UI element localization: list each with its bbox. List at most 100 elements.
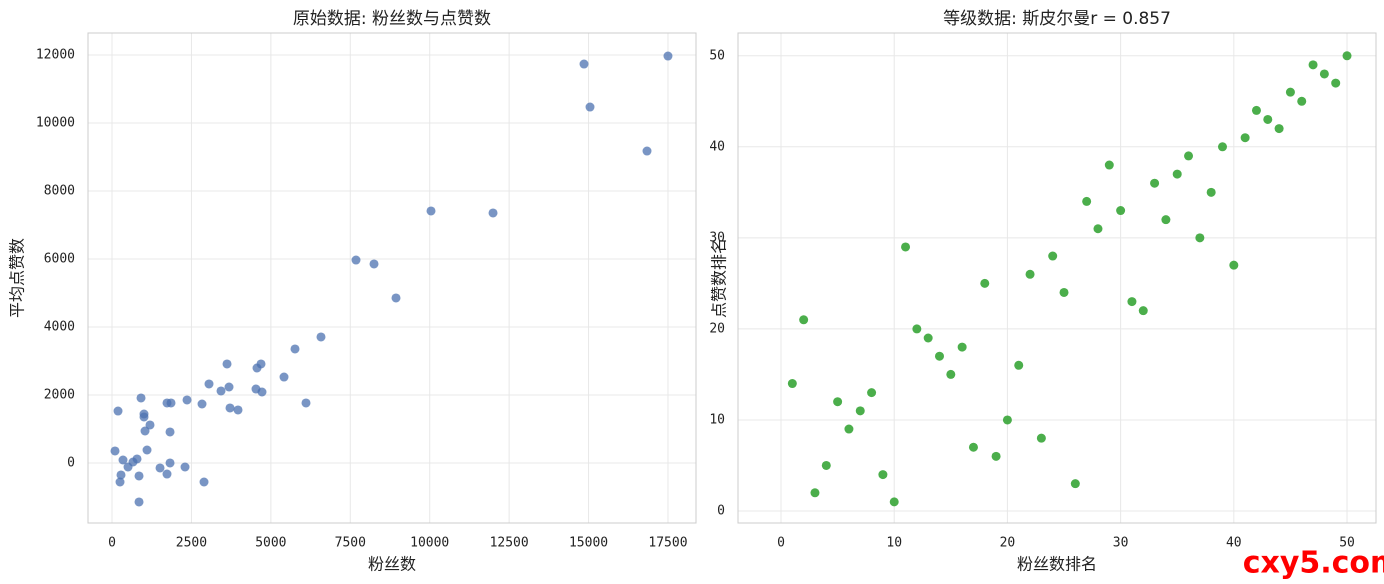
y-tick-label: 6000 (44, 251, 75, 266)
y-tick-label: 30 (709, 230, 725, 245)
point (934, 351, 944, 361)
x-tick-label: 17500 (648, 536, 687, 551)
point (391, 293, 401, 303)
point (1184, 151, 1194, 161)
x-tick-label: 5000 (255, 536, 286, 551)
point (1138, 306, 1148, 316)
x-tick-label: 10 (886, 536, 902, 551)
point (1195, 233, 1205, 243)
point (142, 445, 152, 455)
point (1263, 114, 1273, 124)
point (257, 387, 267, 397)
point (663, 51, 673, 61)
x-tick-label: 10000 (410, 536, 449, 551)
point (579, 59, 589, 69)
point (116, 470, 126, 480)
y-tick-label: 12000 (36, 47, 75, 62)
point (279, 372, 289, 382)
point (316, 332, 326, 342)
point (1217, 142, 1227, 152)
point (290, 344, 300, 354)
point (216, 386, 226, 396)
point (787, 379, 797, 389)
point (1093, 224, 1103, 234)
x-axis-label: 粉丝数排名 (1017, 555, 1097, 574)
point (912, 324, 922, 334)
y-tick-label: 40 (709, 139, 725, 154)
chart-title: 原始数据: 粉丝数与点赞数 (293, 9, 491, 29)
point (113, 406, 123, 416)
y-tick-label: 20 (709, 321, 725, 336)
y-tick-label: 4000 (44, 319, 75, 334)
y-tick-label: 50 (709, 48, 725, 63)
point (844, 424, 854, 434)
y-tick-label: 8000 (44, 183, 75, 198)
point (1285, 87, 1295, 97)
point (878, 470, 888, 480)
y-tick-label: 0 (67, 455, 75, 470)
point (139, 412, 149, 422)
point (1172, 169, 1182, 179)
point (369, 259, 379, 269)
point (991, 451, 1001, 461)
point (855, 406, 865, 416)
point (821, 460, 831, 470)
watermark: cxy5.com (1243, 546, 1384, 581)
point (1319, 69, 1329, 79)
point (222, 359, 232, 369)
x-axis-label: 粉丝数 (368, 555, 416, 574)
x-tick-label: 0 (777, 536, 785, 551)
point (833, 397, 843, 407)
point (867, 388, 877, 398)
point (165, 427, 175, 437)
point (889, 497, 899, 507)
point (182, 395, 192, 405)
point (301, 398, 311, 408)
point (1150, 178, 1160, 188)
y-axis-label: 点赞数排名 (710, 238, 729, 318)
point (642, 146, 652, 156)
point (1274, 124, 1284, 134)
x-tick-label: 15000 (569, 536, 608, 551)
point (810, 488, 820, 498)
plot-frame (737, 32, 1377, 524)
point (1070, 479, 1080, 489)
point (351, 255, 361, 265)
point (1059, 287, 1069, 297)
point (134, 497, 144, 507)
point (233, 405, 243, 415)
point (923, 333, 933, 343)
x-tick-label: 0 (108, 536, 116, 551)
point (225, 403, 235, 413)
point (1104, 160, 1114, 170)
point (426, 206, 436, 216)
point (1161, 215, 1171, 225)
point (224, 382, 234, 392)
point (968, 442, 978, 452)
y-axis-label: 平均点赞数 (8, 238, 27, 318)
point (799, 315, 809, 325)
point (136, 393, 146, 403)
chart-title: 等级数据: 斯皮尔曼r = 0.857 (943, 9, 1171, 29)
y-tick-label: 10 (709, 412, 725, 427)
point (957, 342, 967, 352)
x-tick-label: 7500 (335, 536, 366, 551)
x-tick-label: 40 (1226, 536, 1242, 551)
y-tick-label: 0 (717, 503, 725, 518)
x-tick-label: 30 (1113, 536, 1129, 551)
point (252, 363, 262, 373)
point (1025, 269, 1035, 279)
point (1116, 206, 1126, 216)
x-tick-label: 20 (1000, 536, 1016, 551)
point (197, 399, 207, 409)
point (585, 102, 595, 112)
point (1297, 96, 1307, 106)
point (155, 463, 165, 473)
point (165, 458, 175, 468)
point (1002, 415, 1012, 425)
plot-frame (87, 32, 697, 524)
point (1036, 433, 1046, 443)
point (946, 369, 956, 379)
